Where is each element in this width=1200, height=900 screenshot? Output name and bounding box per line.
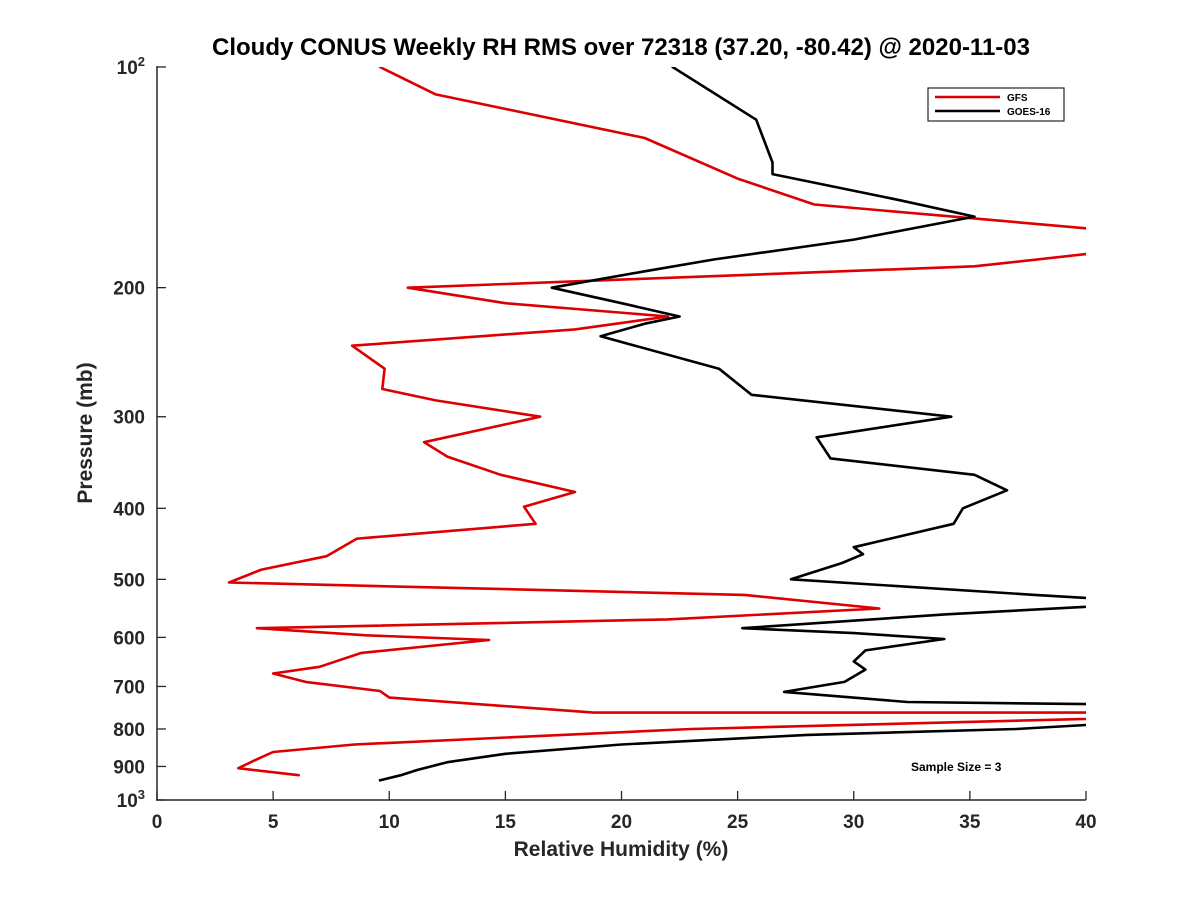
y-tick-label: 900 (113, 757, 145, 778)
legend: GFS GOES-16 (927, 87, 1065, 122)
y-tick-label: 500 (113, 570, 145, 591)
y-tick-label: 103 (117, 787, 145, 812)
y-tick-label: 400 (113, 499, 145, 520)
legend-box (927, 87, 1065, 122)
chart-title: Cloudy CONUS Weekly RH RMS over 72318 (3… (212, 34, 1030, 61)
y-tick-label: 600 (113, 628, 145, 649)
x-axis-label: Relative Humidity (%) (514, 838, 729, 861)
y-axis-label: Pressure (mb) (74, 362, 97, 503)
x-ticks: 0 5 10 15 20 25 30 35 40 (152, 791, 1097, 833)
legend-label-goes16: GOES-16 (1007, 107, 1051, 118)
x-tick-label: 40 (1075, 812, 1096, 833)
x-tick-label: 5 (268, 812, 279, 833)
x-tick-label: 20 (611, 812, 632, 833)
series-layer (227, 67, 1086, 782)
legend-label-gfs: GFS (1007, 93, 1028, 104)
y-tick-label: 200 (113, 279, 145, 300)
sample-size-annotation: Sample Size = 3 (911, 760, 1002, 774)
x-tick-label: 0 (152, 812, 163, 833)
y-tick-label: 800 (113, 720, 145, 741)
x-tick-label: 15 (495, 812, 517, 833)
x-tick-label: 25 (727, 812, 749, 833)
y-ticks: 102 200 300 400 500 600 700 800 900 103 (113, 54, 166, 812)
x-tick-label: 30 (843, 812, 864, 833)
y-tick-label: 700 (113, 677, 145, 698)
x-tick-label: 10 (379, 812, 400, 833)
y-tick-label: 102 (117, 54, 145, 79)
series-line-gfs (227, 67, 1086, 777)
series-line-goes-16 (378, 67, 1086, 782)
x-tick-label: 35 (959, 812, 981, 833)
y-tick-label: 300 (113, 408, 145, 429)
